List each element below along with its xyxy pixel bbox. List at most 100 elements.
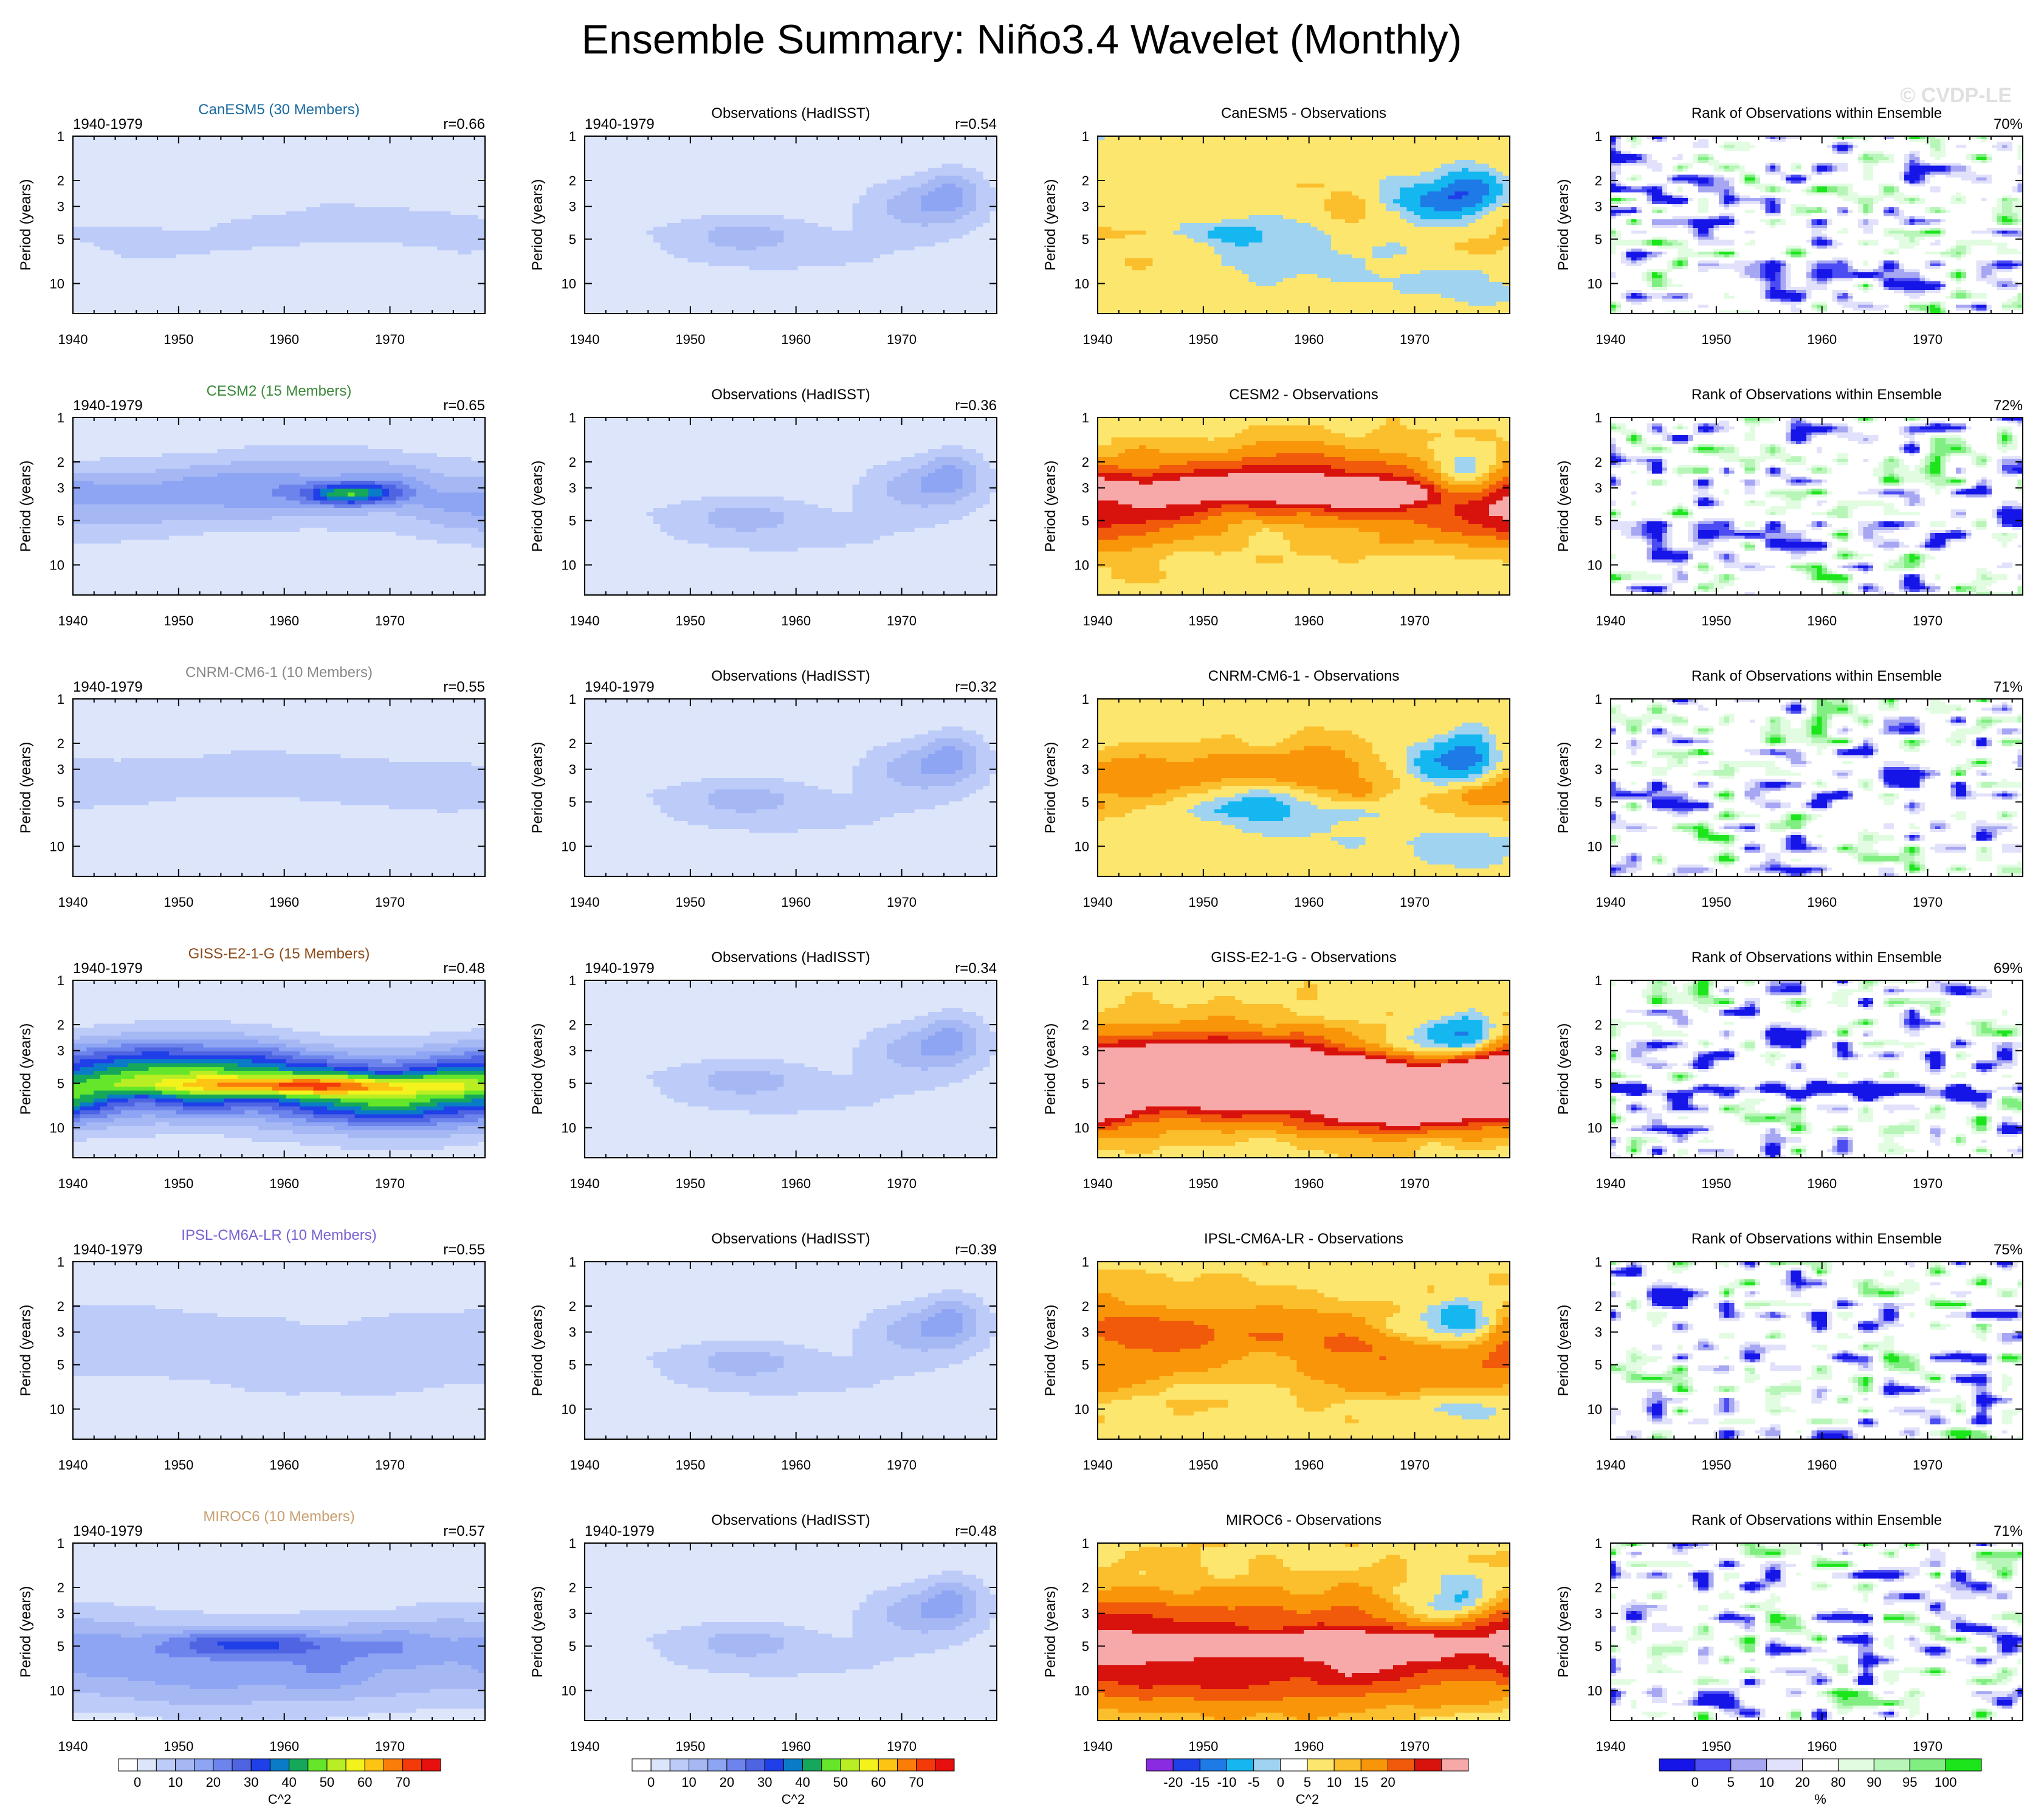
- heatmap-cell: [135, 184, 142, 188]
- heatmap-cell: [87, 176, 94, 180]
- heatmap-cell: [100, 263, 108, 267]
- heatmap-cell: [114, 250, 122, 255]
- heatmap-cell: [135, 191, 142, 196]
- heatmap-cell: [108, 152, 115, 156]
- heatmap-cell: [87, 140, 94, 144]
- heatmap-cell: [87, 223, 94, 227]
- heatmap-cell: [128, 207, 135, 211]
- heatmap-cell: [108, 258, 115, 263]
- heatmap-cell: [128, 250, 135, 255]
- heatmap-cell: [114, 219, 122, 223]
- heatmap-cell: [80, 223, 87, 227]
- heatmap-cell: [73, 171, 80, 176]
- heatmap-cell: [114, 199, 122, 204]
- heatmap-cell: [121, 160, 128, 164]
- heatmap-cell: [87, 270, 94, 275]
- heatmap-cell: [100, 255, 108, 259]
- heatmap-cell: [73, 184, 80, 188]
- heatmap-cell: [94, 258, 101, 263]
- heatmap-cell: [80, 302, 87, 306]
- heatmap-cell: [121, 199, 128, 204]
- heatmap-cell: [100, 152, 108, 156]
- heatmap-cell: [87, 239, 94, 243]
- heatmap-cell: [94, 184, 101, 188]
- heatmap-cell: [108, 160, 115, 164]
- heatmap-cell: [80, 136, 87, 140]
- heatmap-cell: [108, 156, 115, 160]
- heatmap-cell: [121, 215, 128, 219]
- heatmap-cell: [135, 203, 142, 207]
- heatmap-cell: [135, 298, 142, 302]
- heatmap-cell: [135, 250, 142, 255]
- heatmap-cell: [80, 160, 87, 164]
- heatmap-cell: [128, 144, 135, 148]
- heatmap-cell: [87, 235, 94, 239]
- heatmap-cell: [114, 207, 122, 211]
- heatmap-cell: [114, 187, 122, 191]
- heatmap-cell: [128, 258, 135, 263]
- heatmap-cell: [121, 176, 128, 180]
- heatmap-cell: [135, 270, 142, 275]
- heatmap-cell: [80, 176, 87, 180]
- heatmap-cell: [73, 286, 80, 291]
- heatmap-cell: [108, 144, 115, 148]
- heatmap-cell: [128, 255, 135, 259]
- heatmap-cell: [87, 278, 94, 283]
- heatmap-cell: [114, 171, 122, 176]
- heatmap-cell: [121, 195, 128, 199]
- heatmap-cell: [94, 215, 101, 219]
- heatmap-cell: [87, 306, 94, 310]
- heatmap-cell: [100, 231, 108, 235]
- heatmap-cell: [87, 242, 94, 247]
- heatmap-cell: [128, 242, 135, 247]
- heatmap-cell: [114, 168, 122, 172]
- heatmap-cell: [94, 176, 101, 180]
- heatmap-cell: [128, 274, 135, 278]
- heatmap-cell: [94, 140, 101, 144]
- heatmap-cell: [108, 171, 115, 176]
- heatmap-cell: [94, 211, 101, 215]
- heatmap-cell: [73, 247, 80, 251]
- heatmap-cell: [73, 274, 80, 278]
- heatmap-cell: [135, 179, 142, 184]
- heatmap-cell: [114, 176, 122, 180]
- heatmap-cell: [94, 263, 101, 267]
- heatmap-cell: [108, 278, 115, 283]
- heatmap-cell: [142, 156, 149, 160]
- heatmap-cell: [87, 152, 94, 156]
- heatmap-cell: [80, 247, 87, 251]
- heatmap-cell: [108, 219, 115, 223]
- heatmap-cell: [135, 195, 142, 199]
- heatmap-cell: [100, 302, 108, 306]
- heatmap-cell: [121, 171, 128, 176]
- heatmap-cell: [94, 207, 101, 211]
- heatmap-cell: [128, 148, 135, 152]
- heatmap-cell: [87, 191, 94, 196]
- watermark: © CVDP-LE: [1900, 84, 2012, 107]
- heatmap-cell: [135, 144, 142, 148]
- heatmap-cell: [73, 302, 80, 306]
- heatmap-cell: [80, 258, 87, 263]
- heatmap-cell: [114, 227, 122, 231]
- heatmap-cell: [121, 235, 128, 239]
- heatmap-cell: [87, 286, 94, 291]
- heatmap-cell: [135, 266, 142, 270]
- heatmap-cell: [100, 199, 108, 204]
- heatmap-cell: [100, 227, 108, 231]
- heatmap-cell: [135, 215, 142, 219]
- heatmap-cell: [114, 270, 122, 275]
- heatmap-cell: [108, 282, 115, 286]
- heatmap-cell: [73, 255, 80, 259]
- heatmap-cell: [114, 160, 122, 164]
- heatmap-cell: [108, 136, 115, 140]
- heatmap-cell: [80, 286, 87, 291]
- heatmap-cell: [114, 239, 122, 243]
- heatmap-cell: [73, 223, 80, 227]
- heatmap-cell: [108, 179, 115, 184]
- heatmap-cell: [108, 263, 115, 267]
- heatmap-cell: [135, 211, 142, 215]
- heatmap-cell: [121, 274, 128, 278]
- heatmap-cell: [121, 148, 128, 152]
- heatmap-cell: [128, 239, 135, 243]
- heatmap-cell: [121, 144, 128, 148]
